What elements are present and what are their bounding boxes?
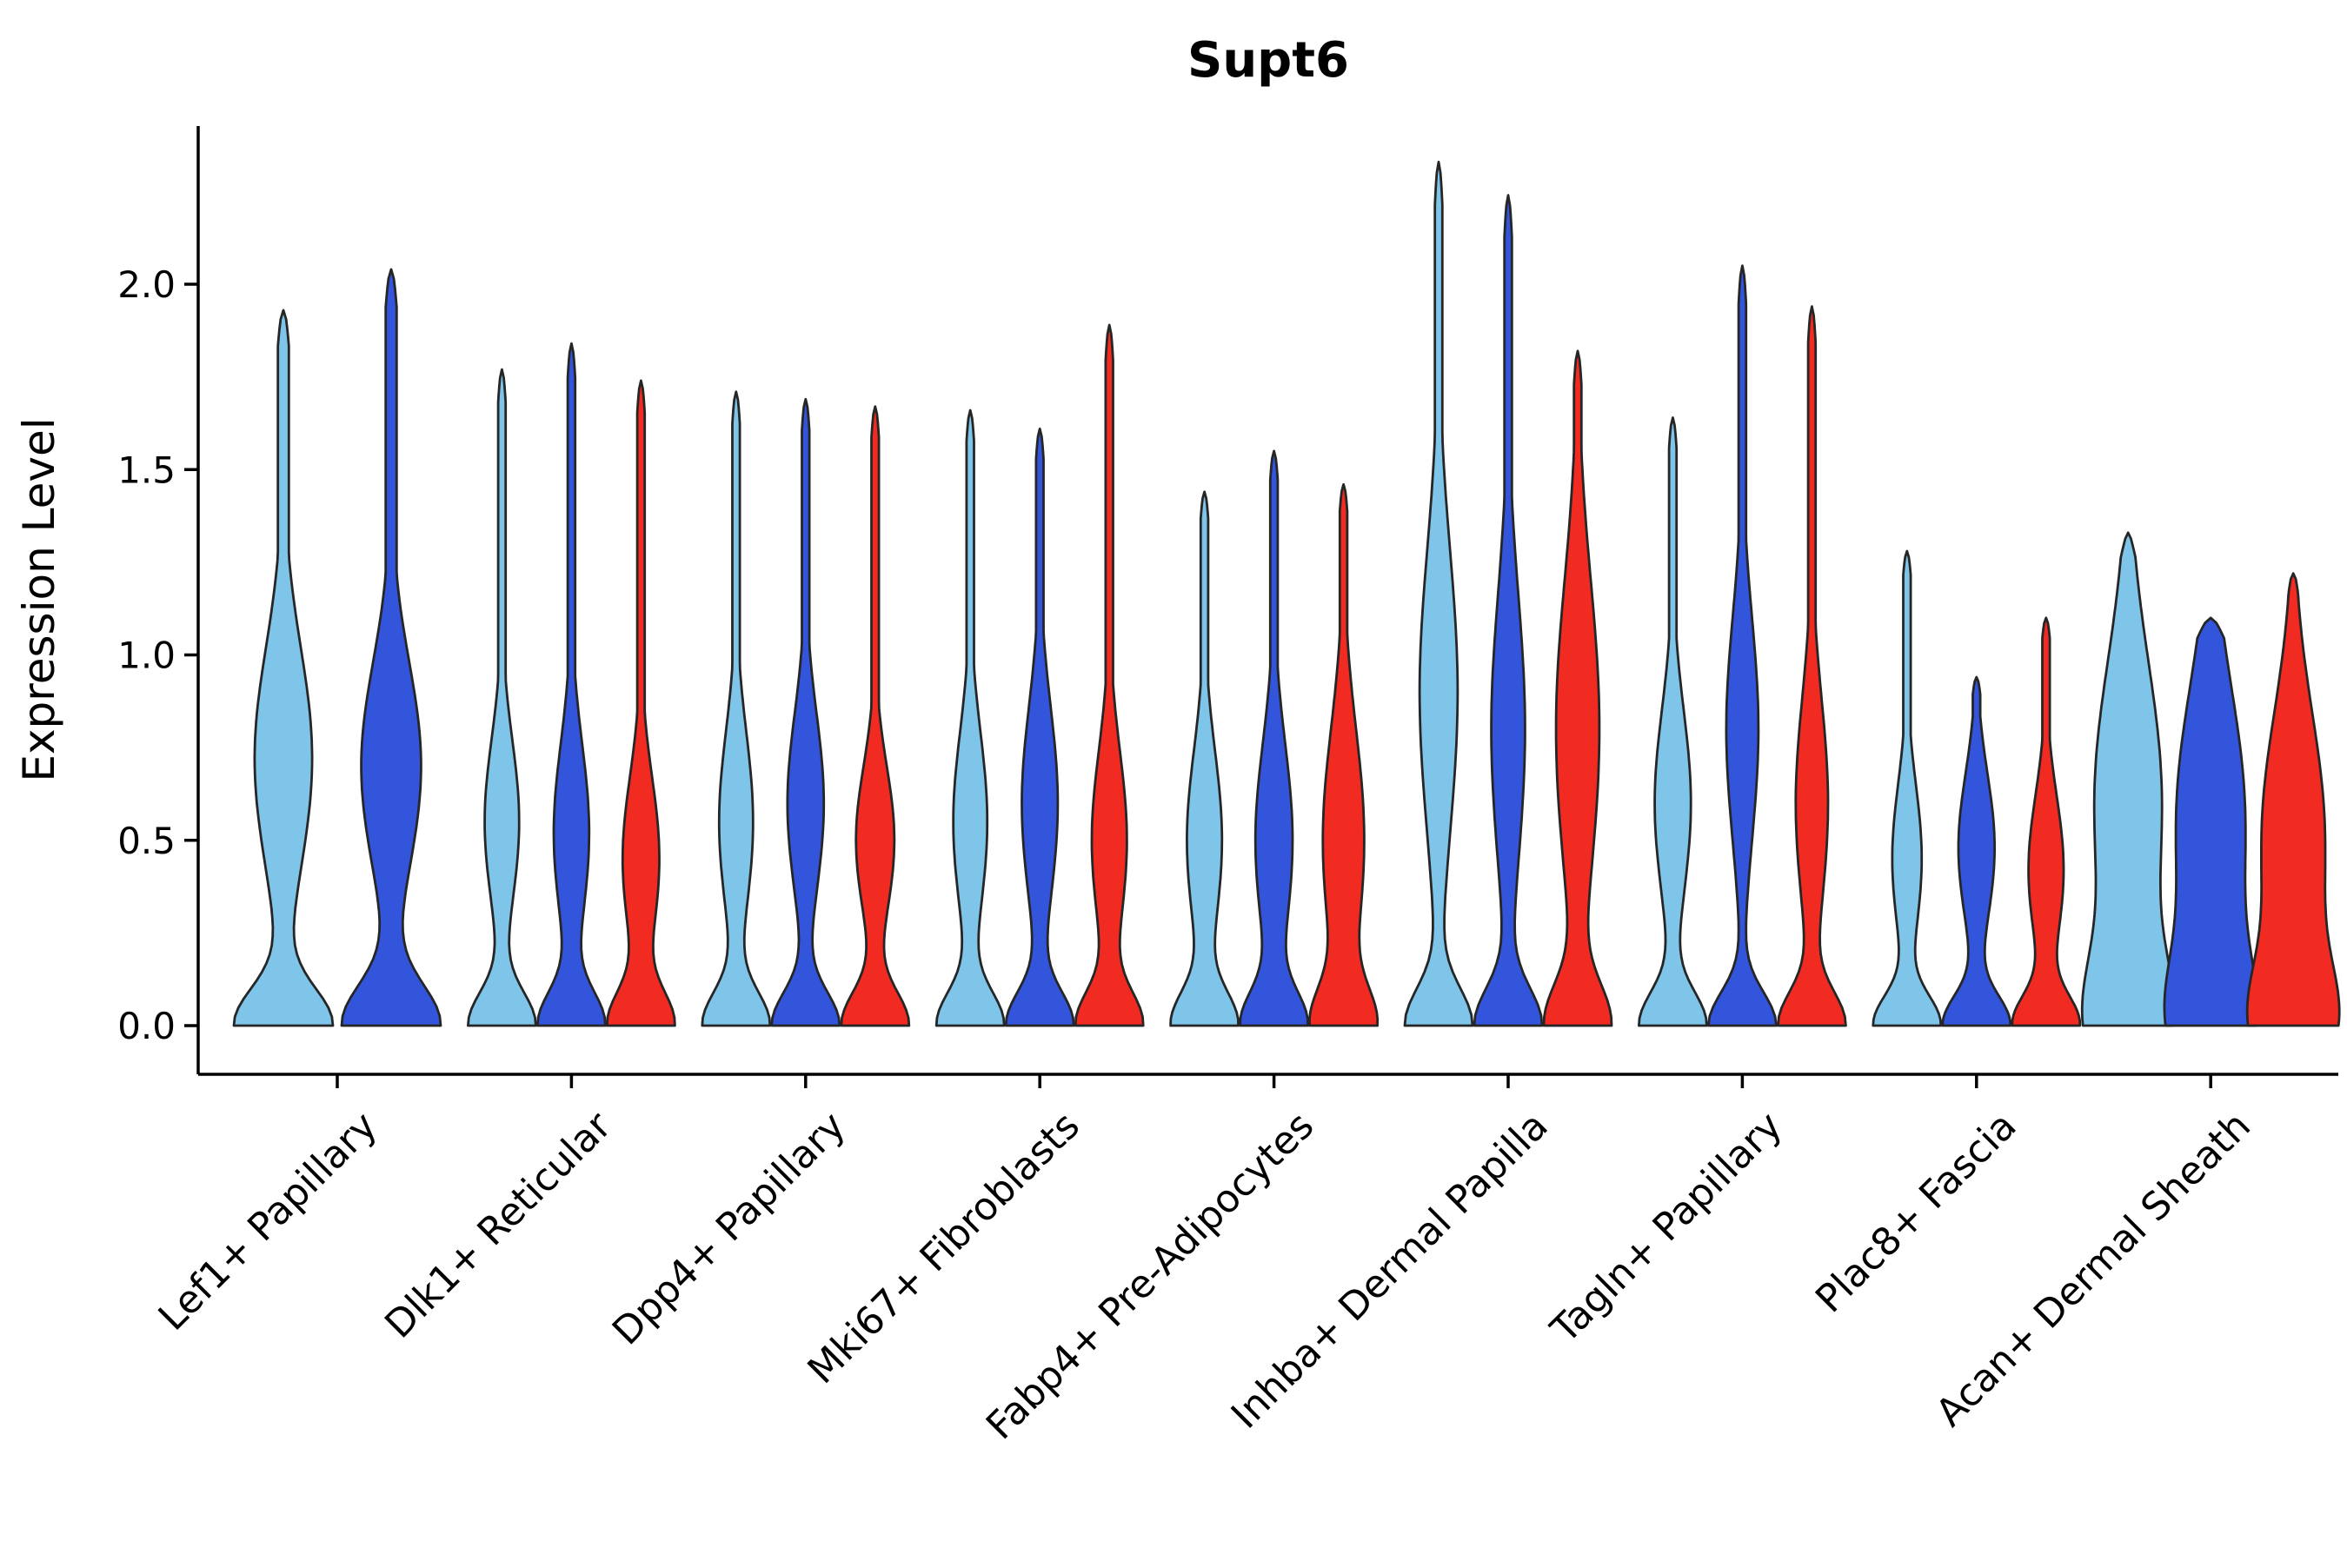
violin-4-red-sample bbox=[1308, 482, 1380, 1027]
violin-5-red-sample bbox=[1542, 349, 1613, 1027]
violin-8-red-sample bbox=[2245, 572, 2341, 1027]
violin-0-skyblue-sample bbox=[232, 309, 335, 1027]
y-tick-label: 1.0 bbox=[117, 635, 176, 677]
x-tick-label: Dpp4+ Papillary bbox=[604, 1104, 854, 1354]
violin-0-blue-sample bbox=[340, 268, 442, 1027]
violin-5-blue-sample bbox=[1473, 194, 1544, 1027]
x-tick-label: Plac8+ Fascia bbox=[1807, 1104, 2025, 1322]
violin-1-red-sample bbox=[606, 379, 676, 1027]
x-tick-label: Lef1+ Papillary bbox=[150, 1104, 386, 1339]
violin-2-red-sample bbox=[840, 405, 911, 1027]
violin-5-skyblue-sample bbox=[1403, 160, 1474, 1027]
violins-layer bbox=[232, 160, 2341, 1027]
violin-1-blue-sample bbox=[536, 342, 607, 1027]
violin-4-skyblue-sample bbox=[1169, 490, 1240, 1027]
x-tick-label: Tagln+ Papillary bbox=[1542, 1104, 1791, 1352]
violin-3-blue-sample bbox=[1004, 427, 1075, 1027]
y-tick-label: 1.5 bbox=[117, 448, 176, 491]
violin-3-skyblue-sample bbox=[934, 409, 1006, 1027]
y-tick-label: 2.0 bbox=[117, 263, 176, 306]
x-tick-label: Dlk1+ Reticular bbox=[376, 1103, 621, 1347]
violin-6-blue-sample bbox=[1707, 264, 1778, 1027]
violin-8-skyblue-sample bbox=[2080, 531, 2176, 1027]
violin-7-red-sample bbox=[2011, 616, 2082, 1027]
y-axis-label: Expression Level bbox=[14, 417, 64, 781]
violin-4-blue-sample bbox=[1239, 449, 1309, 1027]
y-tick-label: 0.5 bbox=[117, 820, 176, 862]
chart-title: Supt6 bbox=[1187, 32, 1349, 89]
violin-7-blue-sample bbox=[1941, 675, 2012, 1027]
violin-1-skyblue-sample bbox=[467, 368, 537, 1027]
violin-2-skyblue-sample bbox=[701, 390, 772, 1027]
violin-8-blue-sample bbox=[2163, 616, 2258, 1027]
violin-6-red-sample bbox=[1777, 305, 1847, 1027]
violin-2-blue-sample bbox=[770, 397, 841, 1027]
violin-7-skyblue-sample bbox=[1872, 549, 1943, 1027]
violin-3-red-sample bbox=[1074, 323, 1145, 1027]
violin-6-skyblue-sample bbox=[1638, 416, 1708, 1027]
y-tick-label: 0.0 bbox=[117, 1005, 176, 1047]
